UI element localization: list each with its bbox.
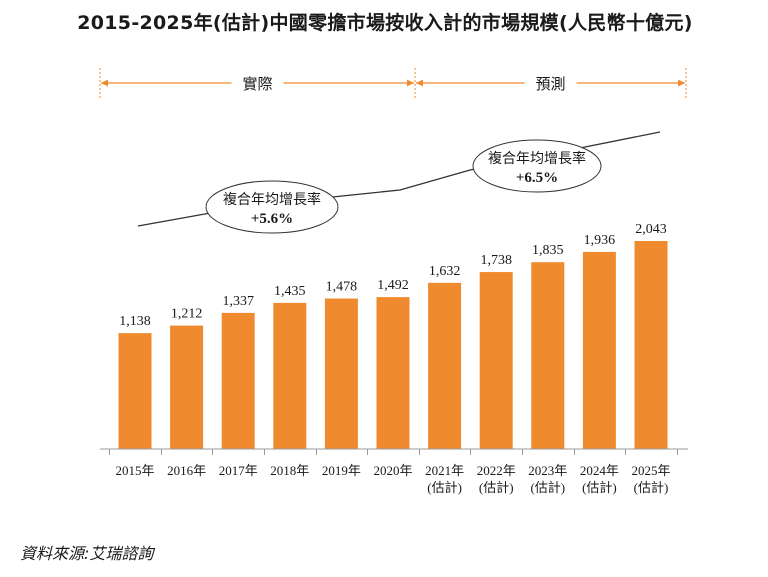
bar-3: [273, 302, 307, 449]
value-label-7: 1,738: [480, 253, 512, 268]
x-tick-label-4: 2019年: [322, 463, 361, 478]
cagr-trend: 複合年均增長率 +5.6% 複合年均增長率 +6.5%: [137, 131, 661, 234]
x-tick-label-2: 2017年: [219, 463, 258, 478]
period-label-0: 實際: [242, 75, 272, 93]
x-tick-label-0: 2015年: [115, 463, 154, 478]
period-label-1: 預測: [535, 75, 565, 93]
x-tick-label-10: 2025年: [631, 463, 670, 478]
bar-10: [634, 241, 668, 449]
x-tick-label-7-note: (估計): [479, 480, 514, 495]
bar-0: [118, 333, 152, 449]
value-label-2: 1,337: [222, 294, 254, 309]
chart-title: 2015-2025年(估計)中國零擔市場按收入計的市場規模(人民幣十億元): [77, 12, 693, 34]
x-tick-label-1: 2016年: [167, 463, 206, 478]
cagr-ellipse-0: [205, 180, 339, 234]
value-label-10: 2,043: [635, 222, 667, 237]
bar-4: [324, 298, 358, 449]
period-brackets: 實際 預測: [99, 68, 687, 99]
period-arrowhead-right-0: [407, 79, 414, 87]
x-tick-label-8-note: (估計): [530, 480, 565, 495]
bar-9: [582, 251, 616, 449]
value-label-3: 1,435: [274, 284, 306, 299]
x-axis: 2015年 2016年 2017年 2018年 2019年 2020年 2021年 (估計) 2…: [100, 448, 688, 495]
value-label-9: 1,936: [584, 233, 616, 248]
period-arrowhead-right-1: [678, 79, 685, 87]
bar-6: [428, 282, 462, 449]
x-tick-label-9: 2024年: [580, 463, 619, 478]
x-tick-label-3: 2018年: [270, 463, 309, 478]
bar-2: [221, 312, 255, 449]
x-tick-label-8: 2023年: [528, 463, 567, 478]
value-label-5: 1,492: [377, 278, 409, 293]
cagr-label-0: 複合年均增長率: [223, 191, 321, 208]
bar-5: [376, 297, 410, 449]
value-label-8: 1,835: [532, 243, 564, 258]
bar-1: [170, 325, 204, 449]
source-note: 資料來源:艾瑞諮詢: [20, 544, 154, 563]
cagr-ellipse-1: [472, 139, 602, 193]
cagr-value-0: +5.6%: [251, 211, 293, 227]
bars: 1,138 1,212 1,337 1,435 1,478 1,492 1,632 1,738…: [118, 222, 668, 449]
period-arrowhead-left-0: [101, 79, 108, 87]
value-label-4: 1,478: [326, 280, 358, 295]
value-label-0: 1,138: [119, 314, 151, 329]
x-tick-label-5: 2020年: [373, 463, 412, 478]
cagr-label-1: 複合年均增長率: [488, 150, 586, 167]
period-arrowhead-left-1: [416, 79, 423, 87]
value-label-1: 1,212: [171, 307, 203, 322]
bar-7: [479, 272, 513, 449]
x-tick-label-10-note: (估計): [634, 480, 669, 495]
value-label-6: 1,632: [429, 264, 461, 279]
x-tick-label-6-note: (估計): [427, 480, 462, 495]
x-tick-label-7: 2022年: [477, 463, 516, 478]
x-tick-label-9-note: (估計): [582, 480, 617, 495]
x-tick-label-6: 2021年: [425, 463, 464, 478]
bar-8: [531, 262, 565, 449]
cagr-value-1: +6.5%: [516, 170, 558, 186]
